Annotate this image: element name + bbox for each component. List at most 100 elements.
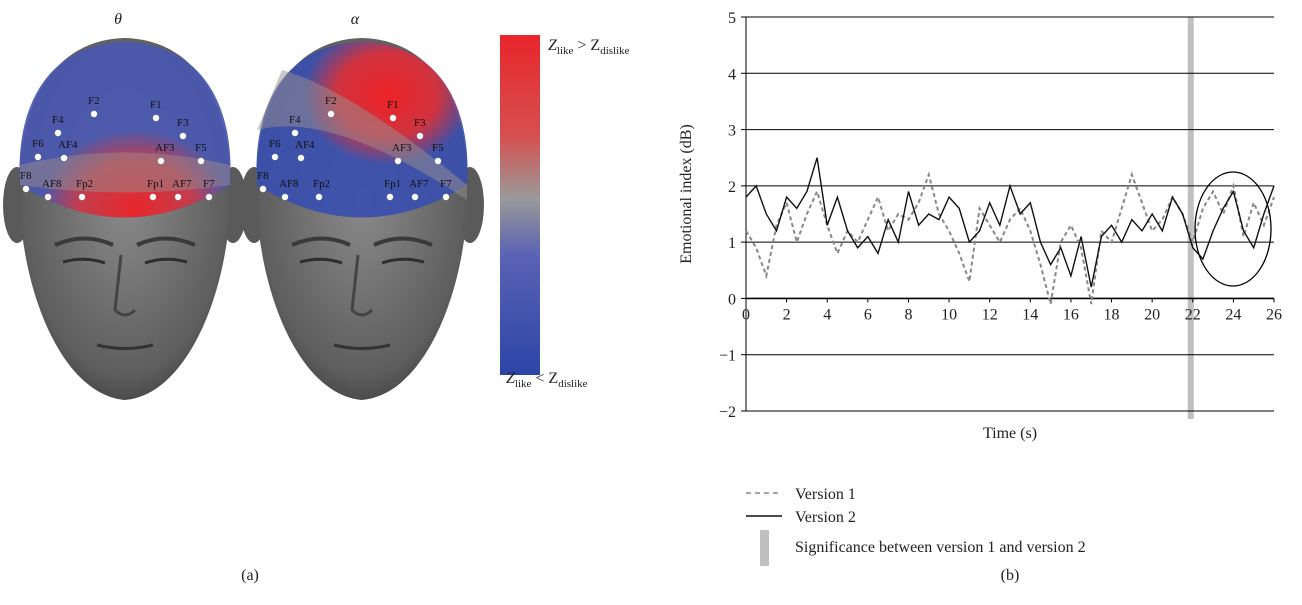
electrode <box>416 132 424 140</box>
brow <box>54 236 196 247</box>
electrode-label: AF7 <box>172 178 192 190</box>
scalp-map-gray <box>257 70 467 200</box>
eyes <box>299 257 425 265</box>
electrode-label: AF4 <box>295 139 315 151</box>
electrode-label: F2 <box>325 95 337 107</box>
x-tick-label: 24 <box>1225 306 1241 323</box>
x-tick-label: 26 <box>1266 306 1282 323</box>
electrode-label: AF8 <box>279 178 299 190</box>
mouth <box>333 343 391 350</box>
x-axis-label: Time (s) <box>983 425 1037 442</box>
mouth <box>96 343 154 350</box>
electrode-label: AF8 <box>42 178 62 190</box>
y-tick-label: −1 <box>719 348 736 365</box>
y-tick-label: −2 <box>719 404 736 421</box>
electrode <box>152 114 160 122</box>
electrode <box>327 110 335 118</box>
band-title: θ <box>114 11 122 28</box>
electrode <box>54 129 62 137</box>
subscript: like <box>557 45 574 57</box>
x-tick-label: 6 <box>864 306 872 323</box>
x-tick-label: 14 <box>1022 306 1038 323</box>
electrode-label: Fp1 <box>147 178 164 190</box>
symbol: Z <box>506 370 516 387</box>
highlight-ellipse <box>1194 171 1272 287</box>
electrode-label: F6 <box>32 138 44 150</box>
panel-label: (b) <box>1001 567 1020 584</box>
y-tick-label: 4 <box>728 66 736 83</box>
colorbar <box>500 35 540 375</box>
band-title: α <box>351 11 360 28</box>
electrode-label: Fp1 <box>384 178 401 190</box>
operator: < Z <box>531 370 558 387</box>
electrode <box>271 153 279 161</box>
x-tick-label: 12 <box>982 306 998 323</box>
nose <box>350 254 374 317</box>
brow <box>291 236 433 247</box>
electrode-label: F3 <box>177 117 189 129</box>
subscript: dislike <box>558 378 587 390</box>
electrode-label: F8 <box>257 170 269 182</box>
electrode <box>389 114 397 122</box>
electrode <box>259 185 267 193</box>
electrode <box>157 157 165 165</box>
electrode-label: AF7 <box>409 178 429 190</box>
y-tick-label: 3 <box>728 123 736 140</box>
electrode <box>315 193 323 201</box>
electrode <box>149 193 157 201</box>
x-tick-label: 4 <box>823 306 831 323</box>
head: α F2 F1 F4 F3 F6 AF4 AF3 F5 F8 AF8 Fp2 Fp1 AF7 F7 <box>240 11 484 400</box>
electrode <box>297 154 305 162</box>
y-tick-label: 0 <box>728 291 736 308</box>
electrode-label: F4 <box>52 114 64 126</box>
x-tick-label: 16 <box>1063 306 1079 323</box>
electrode-label: F1 <box>387 99 399 111</box>
y-axis-label: Emotional index (dB) <box>678 124 695 264</box>
electrode-label: AF3 <box>155 142 175 154</box>
x-tick-label: 20 <box>1144 306 1160 323</box>
y-tick-label: 1 <box>728 235 736 252</box>
eyes <box>62 257 188 265</box>
symbol: Z <box>548 37 558 54</box>
operator: > Z <box>573 37 600 54</box>
electrode-label: F7 <box>440 178 452 190</box>
head: θ F2 F1 F4 F3 F6 AF4 AF3 F5 F8 AF8 Fp2 Fp1 AF7 F7 <box>3 11 247 400</box>
electrode-label: Fp2 <box>76 178 93 190</box>
x-tick-label: 18 <box>1104 306 1120 323</box>
x-tick-label: 8 <box>904 306 912 323</box>
electrode <box>22 185 30 193</box>
scalp-map-gray <box>20 152 230 193</box>
legend-label: Significance between version 1 and versi… <box>795 539 1086 556</box>
electrode <box>394 157 402 165</box>
topography-panel: θ F2 F1 F4 F3 F6 AF4 AF3 F5 F8 AF8 Fp2 Fp1 AF7 F7 α F2 F1… <box>3 11 484 400</box>
electrode-label: F5 <box>432 142 444 154</box>
electrode <box>34 153 42 161</box>
electrode-label: F4 <box>289 114 301 126</box>
panel-label: (a) <box>241 567 259 584</box>
x-tick-label: 2 <box>783 306 791 323</box>
subscript: dislike <box>600 45 629 57</box>
electrode-label: Fp2 <box>313 178 330 190</box>
colorbar-bottom-label: Zlike < Zdislike <box>506 370 588 390</box>
electrode <box>174 193 182 201</box>
significance-band <box>1187 17 1194 419</box>
electrode <box>442 193 450 201</box>
x-tick-label: 10 <box>941 306 957 323</box>
electrode-label: F8 <box>20 170 32 182</box>
electrode <box>60 154 68 162</box>
subscript: like <box>515 378 532 390</box>
x-tick-label: 0 <box>742 306 750 323</box>
legend-label: Version 1 <box>795 486 856 503</box>
electrode <box>291 129 299 137</box>
electrode <box>411 193 419 201</box>
series-line <box>745 171 1275 305</box>
y-tick-label: 2 <box>728 179 736 196</box>
electrode <box>205 193 213 201</box>
electrode-label: F2 <box>88 95 100 107</box>
legend-label: Version 2 <box>795 509 856 526</box>
electrode-label: F5 <box>195 142 207 154</box>
electrode <box>90 110 98 118</box>
y-tick-label: 5 <box>728 10 736 27</box>
